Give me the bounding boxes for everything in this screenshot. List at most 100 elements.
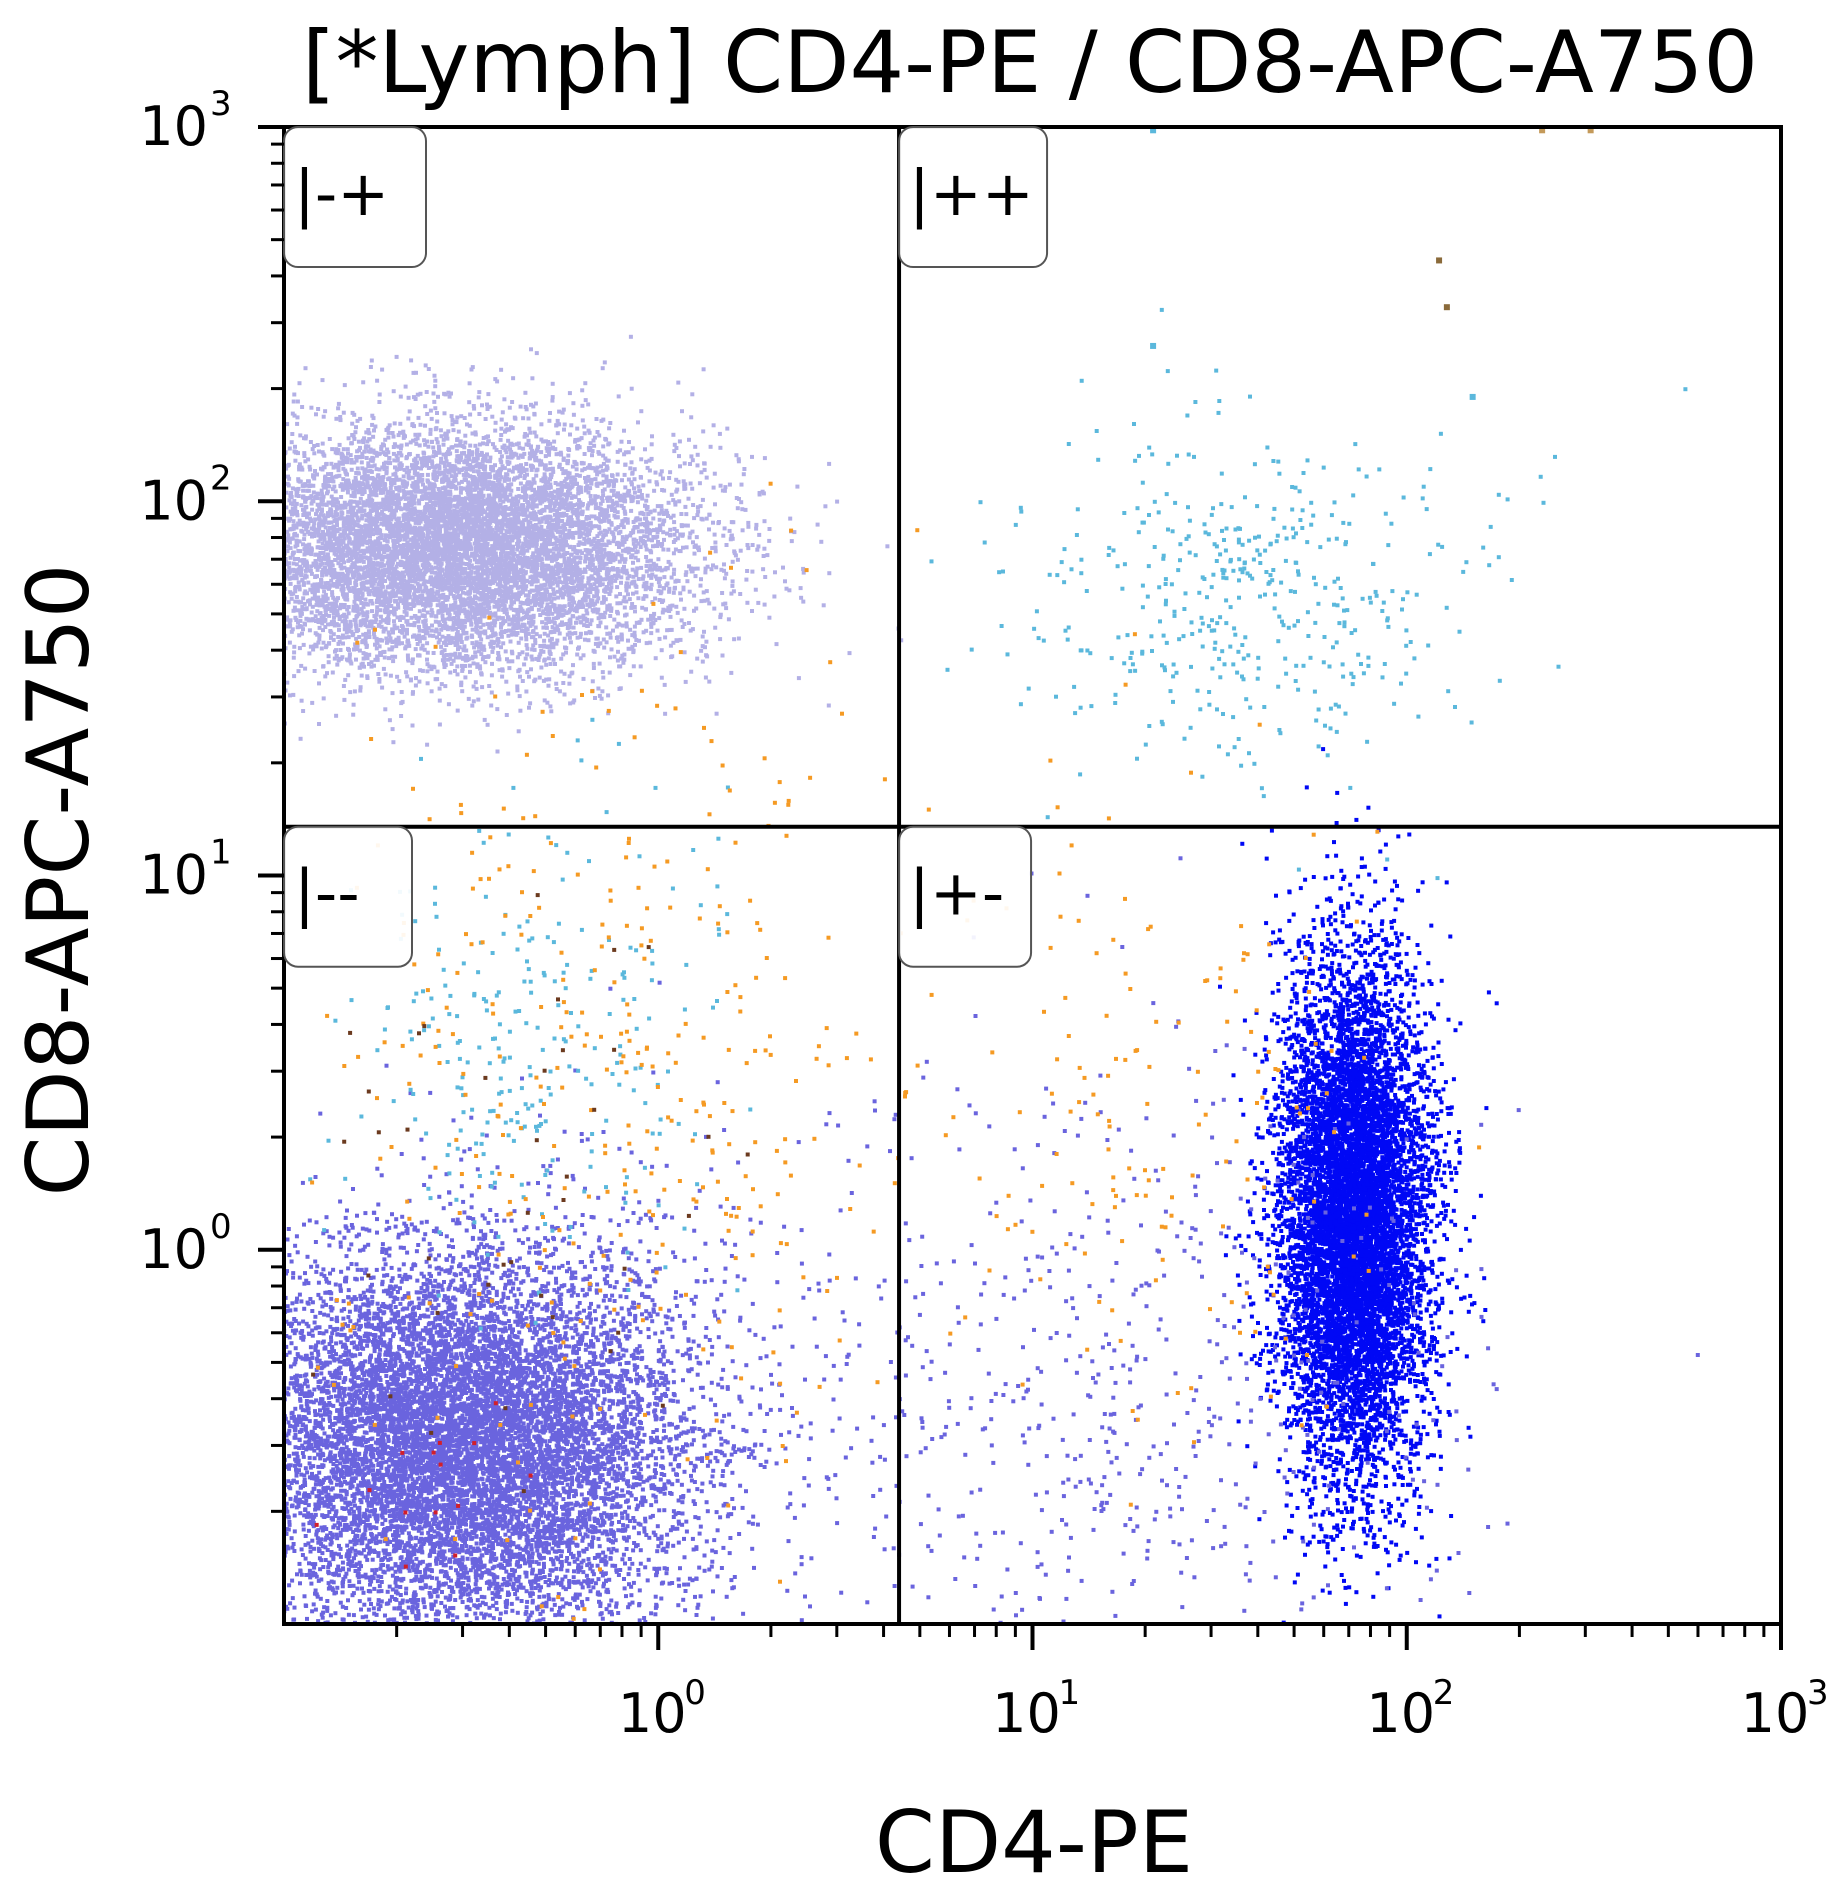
event-point (545, 536, 550, 541)
event-point (652, 488, 657, 493)
event-point (617, 664, 622, 669)
event-point (303, 622, 307, 627)
event-point (561, 652, 566, 657)
event-point (593, 477, 598, 482)
event-point (299, 573, 304, 578)
event-point (375, 641, 380, 646)
event-point (308, 467, 313, 472)
event-point (404, 644, 409, 649)
event-point (552, 603, 557, 608)
event-point (459, 680, 464, 685)
event-point (595, 430, 600, 434)
event-point (550, 398, 555, 403)
event-point (518, 674, 522, 679)
event-point (629, 482, 634, 487)
event-point (421, 575, 426, 580)
event-point (371, 506, 376, 511)
event-point (690, 458, 695, 463)
event-point (432, 399, 437, 404)
event-point (499, 367, 504, 372)
event-point (490, 661, 494, 666)
event-point (516, 729, 521, 734)
event-point (457, 443, 462, 448)
event-point (638, 522, 643, 527)
event-point (576, 587, 581, 592)
event-point (411, 690, 415, 695)
event-point (378, 650, 383, 655)
event-point (557, 506, 562, 511)
event-point (467, 663, 472, 668)
event-point (348, 690, 353, 695)
event-point (499, 645, 503, 650)
event-point (618, 592, 622, 596)
event-point (631, 560, 635, 565)
event-point (454, 449, 459, 454)
event-point (767, 538, 772, 543)
event-point (711, 423, 716, 428)
event-point (448, 635, 453, 640)
event-point (461, 531, 466, 536)
event-point (506, 498, 511, 503)
event-point (602, 547, 607, 552)
event-point (294, 595, 299, 599)
event-point (439, 574, 444, 579)
event-point (690, 486, 695, 491)
event-point (428, 553, 433, 557)
event-point (569, 552, 574, 557)
event-point (476, 630, 481, 635)
event-point (378, 614, 383, 619)
event-point (417, 571, 422, 576)
event-point (538, 634, 542, 639)
event-point (503, 599, 508, 604)
event-point (507, 427, 511, 432)
event-point (510, 651, 515, 656)
event-point (495, 643, 500, 648)
event-point (567, 674, 572, 679)
event-point (345, 472, 349, 477)
event-point (470, 627, 475, 632)
event-point (449, 414, 454, 419)
event-point (324, 569, 329, 574)
event-point (561, 530, 565, 535)
event-point (369, 599, 374, 603)
event-point (666, 500, 671, 505)
event-point (590, 608, 595, 613)
event-point (727, 528, 732, 533)
event-point (424, 502, 429, 507)
event-point (370, 601, 375, 606)
event-point (358, 445, 362, 450)
event-point (418, 456, 423, 461)
event-point (591, 661, 596, 666)
event-point (756, 600, 761, 605)
event-point (622, 452, 627, 457)
event-point (423, 404, 428, 409)
event-point (608, 655, 612, 660)
event-point (580, 388, 585, 393)
event-point (625, 571, 630, 576)
event-point (514, 597, 519, 601)
event-point (594, 417, 599, 421)
event-point (439, 460, 443, 465)
event-point (694, 606, 699, 611)
event-point (629, 508, 634, 513)
event-point (663, 635, 668, 640)
event-point (571, 700, 576, 705)
event-point (491, 442, 495, 447)
event-point (394, 475, 399, 480)
event-point (657, 517, 662, 522)
event-point (623, 613, 627, 618)
event-point (761, 554, 766, 558)
event-point (511, 477, 516, 482)
event-point (505, 657, 509, 662)
event-point (558, 587, 563, 592)
event-point (500, 505, 505, 510)
event-point (607, 482, 612, 487)
event-point (687, 437, 691, 442)
event-point (302, 591, 307, 596)
event-point (350, 633, 355, 638)
event-point (827, 461, 832, 466)
event-point (826, 703, 831, 708)
event-point (579, 436, 584, 441)
event-point (580, 551, 585, 556)
event-point (594, 585, 599, 590)
